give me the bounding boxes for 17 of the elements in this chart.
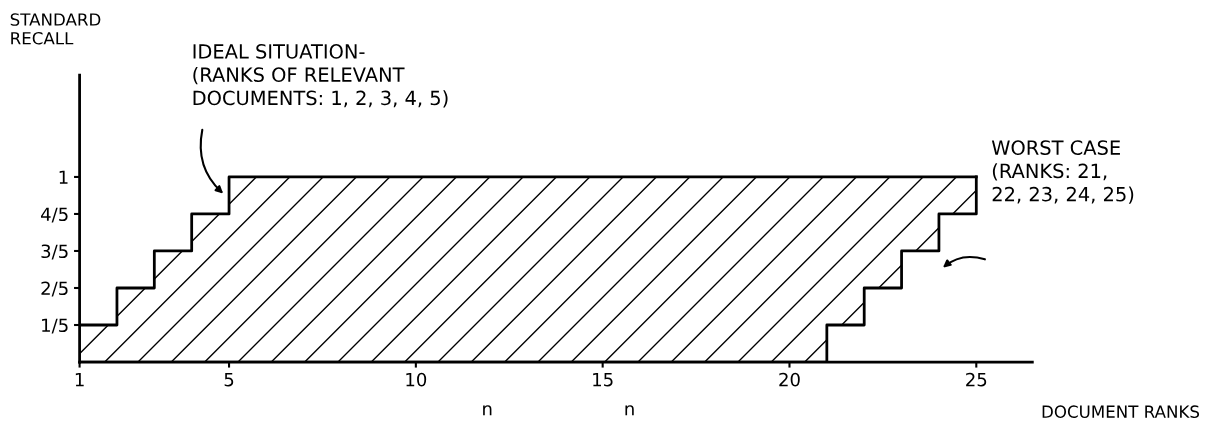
- annotation: WORST CASE (RANKS: 21, 22, 23, 24, 25): [991, 140, 1134, 204]
- x-tick-label: 25: [966, 372, 987, 387]
- y-axis-title: STANDARD RECALL: [10, 13, 101, 45]
- x-tick-label: 15: [593, 372, 613, 387]
- x-tick-label: 10: [406, 372, 427, 387]
- x-tick-label: 5: [224, 372, 234, 387]
- text: n: [483, 405, 492, 416]
- y-tick-label: 1/5: [42, 318, 68, 334]
- annotation: IDEAL SITUATION- (RANKS OF RELEVANT DOCUMENTS: 1, 2, 3, 4, 5): [193, 44, 448, 108]
- y-tick-label: 1: [59, 170, 68, 184]
- y-tick-label: 3/5: [41, 244, 68, 260]
- y-tick-label: 2/5: [41, 281, 68, 297]
- x-axis-title: DOCUMENT RANKS: [1042, 405, 1200, 418]
- x-tick-label: 20: [779, 372, 800, 387]
- y-tick-label: 4/5: [41, 207, 68, 223]
- x-tick-label: 1: [75, 372, 84, 387]
- text: n: [625, 405, 634, 416]
